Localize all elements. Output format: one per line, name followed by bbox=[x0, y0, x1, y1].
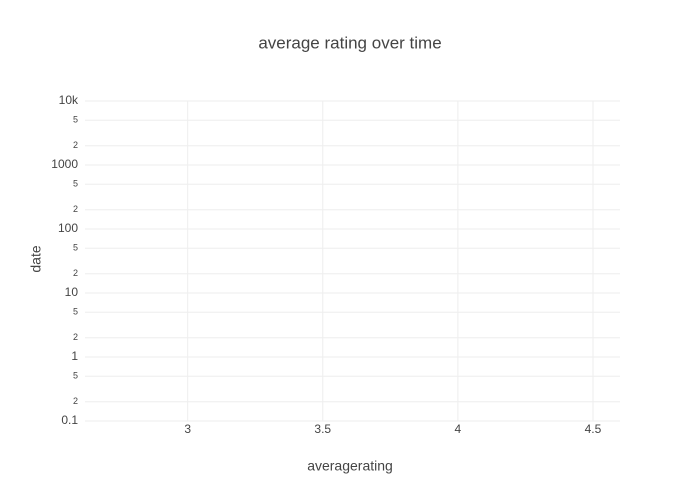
y-tick-label: 5 bbox=[73, 371, 78, 381]
y-tick-label: 5 bbox=[73, 115, 78, 125]
x-axis-title: averagerating bbox=[307, 458, 393, 474]
x-tick-label: 4.5 bbox=[585, 422, 602, 436]
y-tick-label: 2 bbox=[73, 332, 78, 342]
y-tick-label: 2 bbox=[73, 204, 78, 214]
y-tick-label: 5 bbox=[73, 307, 78, 317]
y-tick-label: 2 bbox=[73, 140, 78, 150]
y-tick-label: 2 bbox=[73, 396, 78, 406]
y-tick-label: 10 bbox=[65, 285, 79, 299]
x-tick-label: 4 bbox=[455, 422, 462, 436]
chart-title: average rating over time bbox=[258, 33, 441, 52]
x-tick-label: 3.5 bbox=[314, 422, 331, 436]
y-tick-label: 1000 bbox=[51, 157, 78, 171]
y-tick-label: 100 bbox=[58, 221, 78, 235]
y-tick-label: 5 bbox=[73, 179, 78, 189]
y-tick-label: 0.1 bbox=[61, 413, 78, 427]
x-tick-label: 3 bbox=[184, 422, 191, 436]
y-tick-label: 10k bbox=[59, 93, 79, 107]
y-tick-label: 5 bbox=[73, 243, 78, 253]
y-tick-label: 1 bbox=[71, 349, 78, 363]
y-tick-label: 2 bbox=[73, 268, 78, 278]
y-axis-title: date bbox=[28, 245, 44, 272]
